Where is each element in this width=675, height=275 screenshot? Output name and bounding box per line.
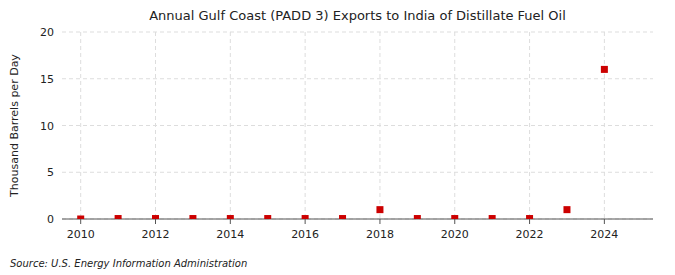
x-tick-label: 2024: [590, 228, 618, 241]
point: [77, 216, 84, 220]
x-grid-line: [454, 32, 455, 219]
x-tick: [379, 219, 380, 224]
x-tick: [230, 219, 231, 224]
x-axis-line: [62, 219, 653, 220]
x-tick-label: 2012: [142, 228, 170, 241]
x-grid-line: [230, 32, 231, 219]
x-tick: [305, 219, 306, 224]
point: [376, 206, 383, 213]
x-grid-line: [604, 32, 605, 219]
y-grid-line: [62, 219, 653, 220]
x-grid-line: [379, 32, 380, 219]
y-tick-label: 15: [40, 73, 54, 86]
x-grid-line: [305, 32, 306, 219]
points: [77, 66, 608, 219]
y-tick-label: 0: [47, 213, 54, 226]
x-tick-label: 2010: [67, 228, 95, 241]
grid: [62, 32, 653, 219]
y-grid-line: [62, 125, 653, 126]
point: [451, 215, 458, 219]
point: [264, 215, 271, 219]
y-tick-label: 20: [40, 26, 54, 39]
x-grid-line: [155, 32, 156, 219]
x-tick-label: 2018: [366, 228, 394, 241]
source-note: Source: U.S. Energy Information Administ…: [10, 258, 247, 269]
point: [227, 215, 234, 219]
x-tick: [155, 219, 156, 224]
point: [115, 215, 122, 219]
y-grid-line: [62, 32, 653, 33]
x-grid-line: [529, 32, 530, 219]
x-tick: [80, 219, 81, 224]
x-grid-line: [80, 32, 81, 219]
x-tick: [454, 219, 455, 224]
x-tick-label: 2014: [216, 228, 244, 241]
chart: Annual Gulf Coast (PADD 3) Exports to In…: [0, 0, 675, 275]
x-tick-label: 2022: [516, 228, 544, 241]
x-tick: [529, 219, 530, 224]
point: [302, 215, 309, 219]
y-axis-label: Thousand Barrels per Day: [8, 54, 21, 198]
title: Annual Gulf Coast (PADD 3) Exports to In…: [149, 8, 566, 23]
y-grid-line: [62, 172, 653, 173]
point: [414, 215, 421, 219]
point: [601, 66, 608, 73]
x-tick-label: 2016: [291, 228, 319, 241]
point: [526, 215, 533, 219]
point: [489, 215, 496, 219]
y-grid-line: [62, 78, 653, 79]
point: [339, 215, 346, 219]
y-tick-label: 5: [47, 166, 54, 179]
point: [563, 206, 570, 213]
point: [189, 215, 196, 219]
x-tick: [604, 219, 605, 224]
x-tick-label: 2020: [441, 228, 469, 241]
point: [152, 215, 159, 219]
y-tick-label: 10: [40, 120, 54, 133]
